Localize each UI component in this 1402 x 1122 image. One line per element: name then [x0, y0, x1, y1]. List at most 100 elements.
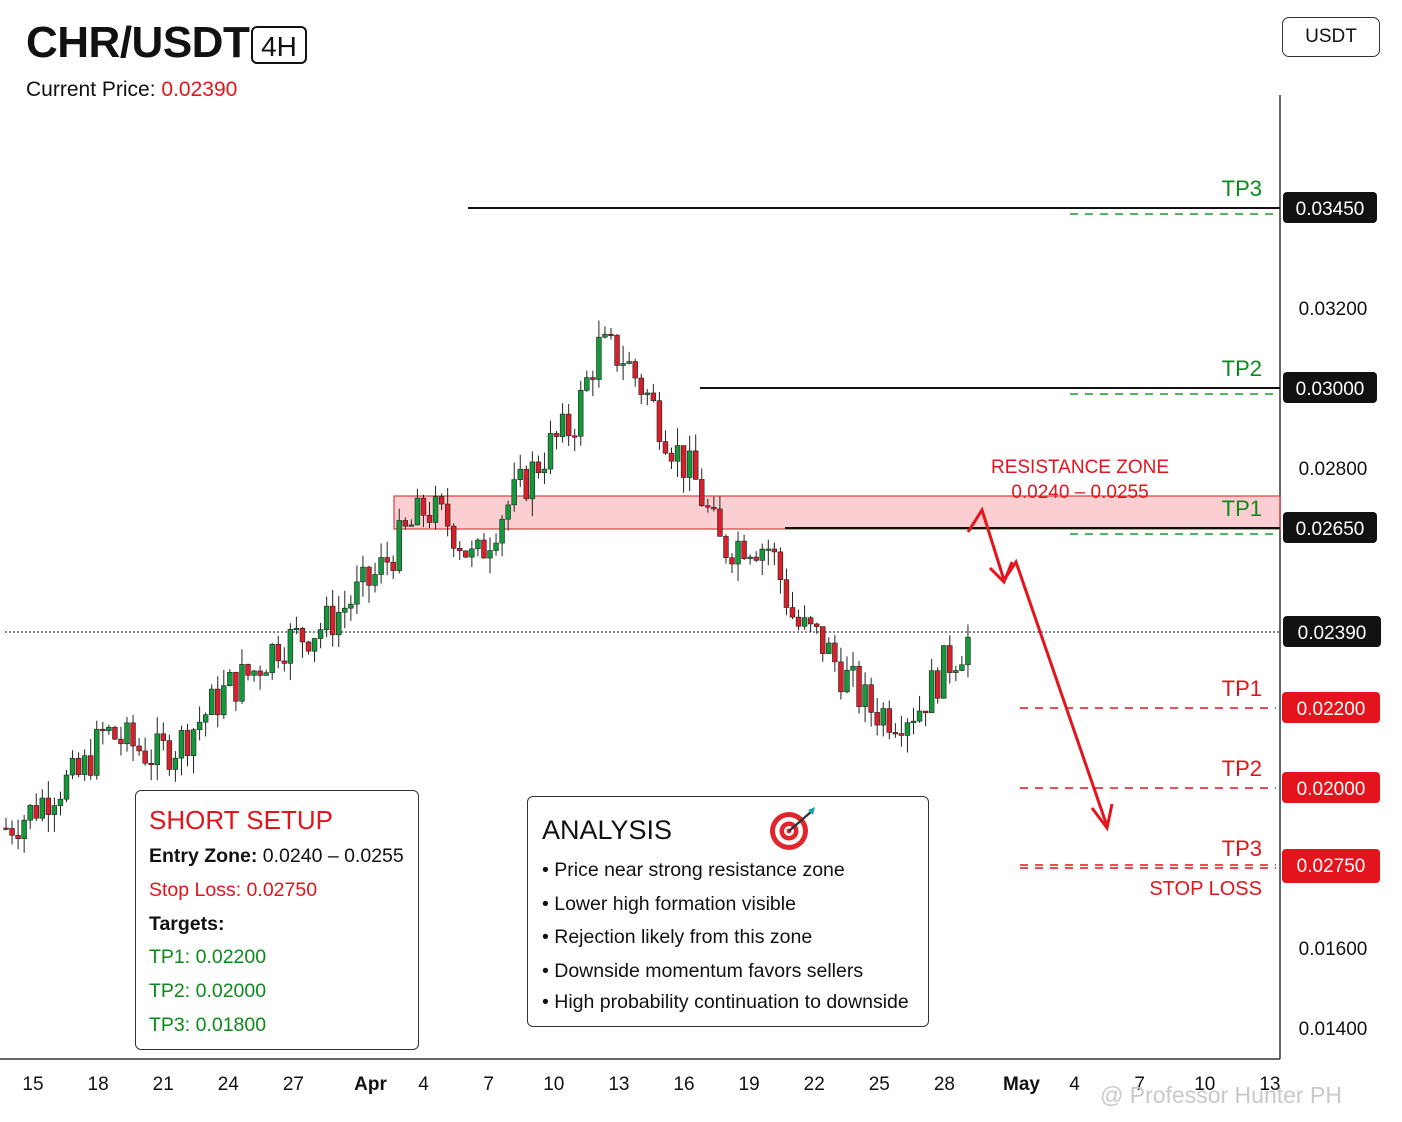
x-tick-label: 13 [608, 1074, 629, 1095]
x-tick-label: 22 [804, 1074, 825, 1095]
candle-body [638, 377, 644, 395]
candle-body [438, 496, 445, 505]
candle-body [463, 550, 469, 558]
candle-body [747, 556, 753, 559]
candle-body [541, 468, 548, 474]
candle-body [257, 670, 263, 676]
candle-body [269, 644, 275, 673]
candle-body [69, 757, 76, 776]
candle-body [934, 670, 941, 699]
candle-body [813, 623, 820, 627]
candle-body [118, 738, 124, 745]
candle-body [33, 805, 39, 819]
x-tick-label: 25 [869, 1074, 890, 1095]
candle-body [342, 607, 348, 613]
candle-body [904, 722, 911, 736]
candle-body [323, 605, 330, 630]
candle-body [402, 520, 408, 527]
candle-body [578, 390, 584, 437]
candle-body [457, 547, 463, 552]
candle-body [3, 827, 9, 830]
price-tag-text-lower-3: 0.02750 [1297, 856, 1366, 877]
current-price: Current Price: 0.02390 [26, 78, 237, 102]
price-tag-lower-0 [1282, 692, 1380, 723]
candle-body [481, 539, 487, 559]
x-tick-label: 10 [1194, 1074, 1215, 1095]
candle-body [596, 336, 602, 380]
target-icon [770, 807, 815, 850]
x-tick-label: 7 [483, 1074, 494, 1095]
candle-body [559, 413, 566, 437]
x-tick-label: 15 [22, 1074, 43, 1095]
candle-body [396, 520, 402, 571]
candle-body [674, 445, 681, 462]
timeframe-badge[interactable]: 4H [251, 26, 307, 64]
candle-body [499, 518, 505, 544]
x-tick-label: 10 [543, 1074, 564, 1095]
candle-body [783, 579, 790, 608]
analysis-bullet: • Downside momentum favors sellers [542, 960, 864, 982]
candle-body [711, 506, 717, 510]
candle-body [868, 684, 874, 713]
current-price-value: 0.02390 [161, 78, 238, 101]
candle-body [160, 733, 166, 741]
x-tick-label: 27 [283, 1074, 304, 1095]
current-price-label: Current Price: [26, 78, 156, 101]
short-setup-title: SHORT SETUP [149, 805, 333, 835]
price-tag-tp3-upper [1283, 192, 1377, 223]
x-tick-label: 18 [88, 1074, 109, 1095]
candle-body [910, 720, 917, 724]
candle-body [928, 670, 935, 714]
candle-body [263, 672, 269, 676]
candle-body [850, 666, 856, 671]
candle-body [699, 479, 705, 506]
stop-loss-row: Stop Loss: 0.02750 [149, 879, 318, 901]
entry-zone-label: Entry Zone: [149, 845, 258, 867]
x-tick-label: Apr [354, 1074, 387, 1095]
candle-body [450, 525, 457, 549]
candle-body [299, 627, 306, 643]
candle-body [27, 805, 33, 821]
level-name-upper-tp2: TP2 [1222, 356, 1262, 381]
candle-body [553, 433, 560, 437]
analysis-title: ANALYSIS [542, 815, 673, 845]
candle-body [360, 566, 366, 583]
currency-button[interactable]: USDT [1282, 17, 1380, 57]
level-name-lower-tp2: TP2 [1222, 756, 1262, 781]
x-tick-label: May [1003, 1074, 1040, 1095]
candle-body [57, 798, 64, 806]
candle-body [620, 363, 626, 366]
candle-body [959, 664, 965, 671]
y-tick-label: 0.01600 [1299, 939, 1368, 960]
candle-body [723, 536, 729, 558]
candle-body [9, 828, 15, 836]
candle-body [529, 461, 536, 500]
price-tag-text-upper-tp2: 0.03000 [1296, 379, 1365, 400]
candle-body [142, 750, 148, 764]
x-tick-label: 21 [153, 1074, 174, 1095]
level-name-lower-tp1: TP1 [1222, 676, 1262, 701]
candle-body [886, 708, 893, 733]
candle-body [838, 661, 844, 693]
candle-body [469, 548, 475, 558]
x-tick-label: 13 [1259, 1074, 1280, 1095]
candle-body [820, 626, 826, 654]
candle-body [190, 729, 197, 756]
candle-body [656, 400, 663, 442]
candle-body [511, 479, 517, 506]
analysis-bullet: • Price near strong resistance zone [542, 859, 845, 881]
candle-body [535, 461, 542, 474]
candle-body [686, 450, 693, 478]
candle-body [336, 611, 342, 636]
candle-body [184, 730, 191, 756]
candle-body [602, 333, 608, 338]
x-tick-label: 4 [1069, 1074, 1080, 1095]
candle-body [88, 755, 94, 776]
y-tick-label: 0.01400 [1299, 1019, 1368, 1040]
candle-body [753, 556, 759, 561]
candle-body [275, 644, 281, 662]
analysis-panel: ANALYSIS • Price near strong resistance … [527, 796, 929, 1027]
x-tick-label: 19 [739, 1074, 760, 1095]
candle-body [372, 574, 378, 586]
